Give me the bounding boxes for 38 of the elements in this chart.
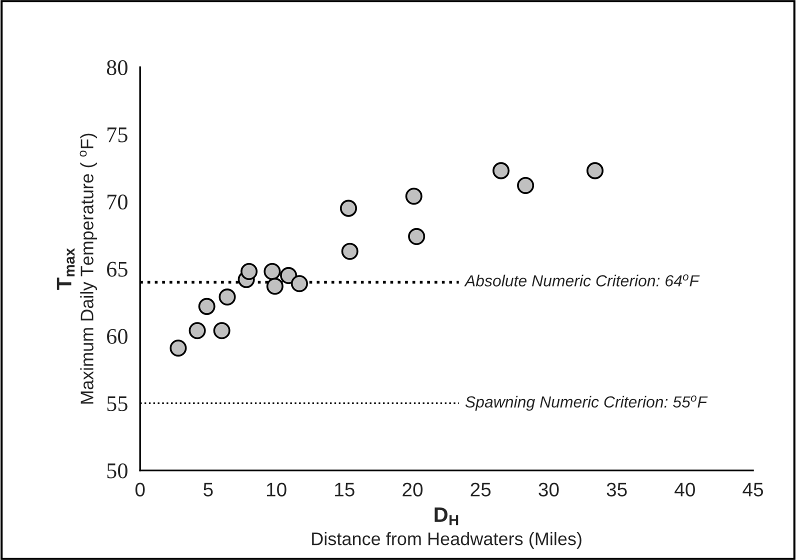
point [188,322,206,340]
point [266,278,284,295]
x-tick-label: 40 [674,482,695,496]
x-tick-label: 25 [470,482,491,496]
point [280,267,298,284]
x-tick-label: 35 [606,482,627,496]
y-tick-label: 55 [107,396,128,412]
x-tick-label: 20 [402,482,423,496]
ref-line-label: Absolute Numeric Criterion: 64$^{o}$F [464,274,700,286]
y-axis-title: T$_{max}$ Maximum Daily Temperature ( $^{o}$F) [56,134,98,404]
x-tick-label: 45 [742,482,764,496]
ref-line-label: Spawning Numeric Criterion: 55$^{o}$F [465,396,708,411]
y-tick-label: 80 [106,60,128,76]
x-tick-label: 0 [135,482,145,496]
point [408,228,426,246]
point [218,288,236,306]
point [492,162,510,180]
point [517,176,534,194]
x-tick-label: 15 [335,482,354,496]
y-tick-label: 50 [107,463,128,478]
point [213,322,230,340]
point [240,262,258,280]
y-tick-label: 70 [108,194,128,210]
y-tick-label: 65 [107,262,128,277]
point [341,242,358,260]
point [264,262,281,280]
point [405,188,422,205]
y-tick-label: 75 [108,128,128,142]
point [586,162,604,180]
x-tick-label: 30 [538,482,559,496]
x-tick-label: 10 [266,482,286,496]
point [198,298,216,315]
point [340,200,357,217]
x-axis-title: D$_{H}$ Distance from Headwaters (Miles) [312,508,582,549]
x-tick-label: 5 [204,482,213,496]
point [290,275,308,292]
y-tick-label: 60 [107,328,128,344]
point [170,340,187,357]
